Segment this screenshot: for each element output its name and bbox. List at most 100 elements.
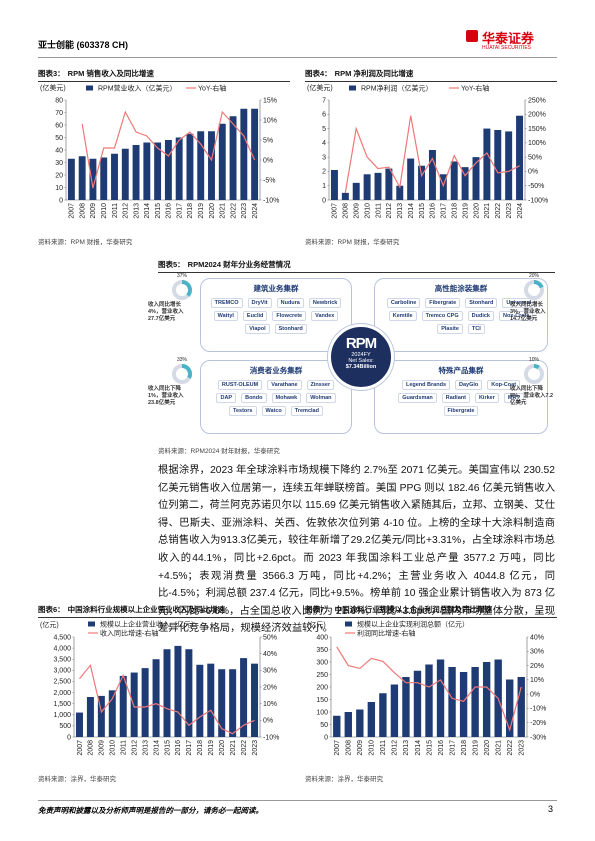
y-tick-label: 60 (55, 122, 63, 129)
x-tick-label: 2011 (380, 740, 387, 755)
x-tick-label: 2022 (241, 740, 248, 756)
bar (119, 675, 127, 737)
bar (374, 172, 382, 200)
brand-logo: Radiant (441, 393, 470, 403)
y-tick-label: 350 (316, 647, 328, 654)
share-donut: 37% (172, 273, 192, 300)
brand-logo: TCI (467, 324, 485, 334)
segment-title: 高性能涂装集群 (434, 284, 488, 293)
x-tick-label: 2015 (155, 203, 162, 219)
legend-swatch (88, 621, 95, 627)
header-rule (38, 57, 557, 58)
y2-tick-label: 50% (528, 154, 542, 161)
bar (130, 672, 138, 737)
y2-tick-label: 0% (528, 169, 538, 176)
bar (218, 669, 226, 737)
figure-name: RPM 净利润及同比增速 (334, 69, 414, 78)
figure-label: 图表7： (305, 605, 332, 614)
x-tick-label: 2012 (123, 203, 130, 219)
page-number: 3 (548, 804, 554, 814)
bar (196, 664, 204, 737)
y-tick-label: 50 (55, 135, 63, 142)
figure-name: RPM 销售收入及同比增速 (67, 69, 154, 78)
bar (207, 663, 215, 737)
figure-title: 图表7： 中国涂料行业规模以上企业利润总额及同比增速 (305, 604, 557, 618)
x-tick-label: 2019 (198, 203, 205, 219)
x-tick-label: 2008 (346, 740, 353, 756)
center-logo: RPM (345, 335, 377, 352)
donut-label: 20% (529, 273, 540, 279)
brand-logo: Carboline (386, 298, 421, 308)
line (79, 663, 255, 735)
brand-list: TREMCO DryVit Nudura Newbrick Wattyl Euclid Fl… (201, 294, 351, 338)
y2-tick-label: 250% (528, 97, 546, 104)
bar (89, 158, 97, 200)
figure-label: 图表6： (38, 605, 65, 614)
bar (341, 192, 349, 200)
segment: 高性能涂装集群 Carboline Fibergrate Stonhard Univer… (374, 278, 548, 352)
y2-tick-label: -30% (530, 734, 546, 741)
figure-title: 图表5： RPM2024 财年分业务经营情况 (158, 259, 555, 273)
center-year: 2024FY (351, 352, 371, 358)
x-tick-label: 2016 (430, 203, 437, 219)
figure-title: 图表6： 中国涂料行业规模以上企业营业收入及同比增速 (38, 604, 290, 618)
bar (218, 123, 226, 200)
x-tick-label: 2015 (419, 203, 426, 219)
y-tick-label: 20 (55, 172, 63, 179)
chart: (亿元) 0 50 100 150 200 250 300 350 400 -30% -20% -10%… (307, 619, 546, 756)
diagram: 建筑业务集群 TREMCO DryVit Nudura Newbrick Wattyl Eu… (148, 273, 555, 438)
x-tick-label: 2022 (230, 203, 237, 219)
bar (240, 658, 248, 737)
bar (333, 715, 341, 737)
x-tick-label: 2020 (209, 203, 216, 219)
y-tick-label: 3,500 (53, 657, 71, 664)
y-tick-label: 70 (55, 110, 63, 117)
figure-source: 资料来源：涂界，华泰研究 (305, 776, 383, 783)
center-value: $7.34Billion (345, 364, 377, 370)
x-tick-label: 2024 (252, 203, 259, 219)
line (336, 646, 522, 732)
bar (436, 659, 445, 737)
center-badge: RPM 2024FY Net Sales: $7.34Billion (328, 324, 394, 390)
x-tick-label: 2010 (369, 740, 376, 756)
bar (185, 649, 193, 737)
brand-logo: Viapol (245, 324, 270, 334)
bar (152, 659, 160, 737)
bar (229, 116, 237, 200)
brand-logo: Wattyl (213, 311, 238, 321)
bar (197, 131, 205, 200)
brand-logo: Dudick (467, 311, 494, 321)
x-tick-label: 2018 (461, 740, 468, 756)
x-tick-label: 2015 (426, 740, 433, 756)
y-tick-label: 250 (316, 672, 328, 679)
figure-name: 中国涂料行业规模以上企业营业收入及同比增速 (67, 605, 226, 614)
y-tick-label: 3 (322, 154, 326, 161)
y-tick-label: 4,000 (53, 645, 71, 652)
figure-name: 中国涂料行业规模以上企业利润总额及同比增速 (334, 605, 493, 614)
bar (459, 672, 468, 737)
chart: (亿美元) 0 1 2 3 4 5 6 7 -100% -50% 0% 50% 100% 150% 200% 2… (307, 83, 548, 219)
brand-logo: Wolman (306, 393, 336, 403)
bar (111, 153, 118, 200)
y2-tick-label: 40% (530, 634, 544, 641)
donut-label: 37% (177, 273, 188, 279)
x-tick-label: 2020 (484, 740, 491, 756)
brand-logo: Nudura (276, 298, 304, 308)
donut-label: 33% (177, 357, 188, 363)
y2-tick-label: -100% (528, 197, 548, 204)
legend-swatch (345, 621, 352, 627)
company: 亚士创能 (603378 CH) (38, 40, 129, 50)
segment-title: 消费者业务集群 (249, 366, 303, 375)
donut-arc (181, 280, 192, 297)
x-tick-label: 2018 (197, 740, 204, 756)
x-tick-label: 2018 (187, 203, 194, 219)
segment-title: 特殊产品集群 (438, 366, 484, 375)
brand-logo: DryVit (247, 298, 272, 308)
y-tick-label: 30 (55, 160, 63, 167)
x-tick-label: 2010 (364, 203, 371, 219)
x-tick-label: 2013 (403, 740, 410, 756)
y2-tick-label: 200% (528, 112, 546, 119)
y2-tick-label: 0% (263, 157, 273, 164)
y2-tick-label: -10% (263, 734, 279, 741)
x-tick-label: 2013 (142, 740, 149, 756)
